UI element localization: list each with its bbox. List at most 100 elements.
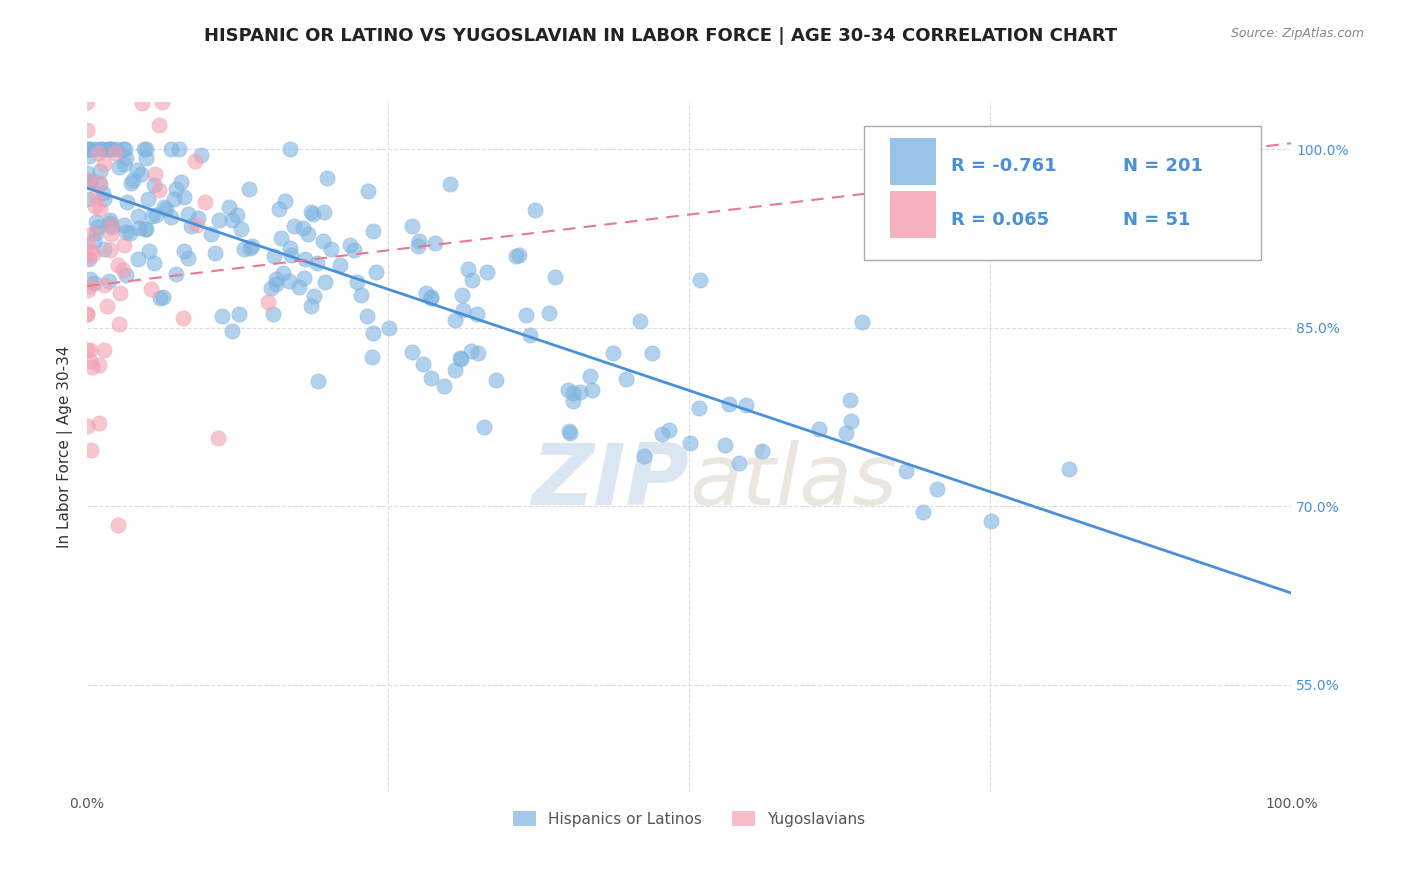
Point — [142, 178, 165, 193]
Point — [165, 267, 187, 281]
Point — [508, 248, 530, 262]
Point — [98, 212, 121, 227]
Point — [76, 123, 98, 137]
Text: ZIP: ZIP — [531, 440, 689, 523]
Point — [89, 358, 111, 372]
Point — [401, 219, 423, 234]
Point — [304, 289, 326, 303]
Point — [658, 423, 681, 437]
Point — [558, 425, 581, 440]
Point — [925, 482, 948, 496]
Point — [79, 278, 101, 293]
Point — [328, 259, 350, 273]
Point — [190, 148, 212, 162]
Point — [87, 146, 110, 161]
Point — [96, 299, 118, 313]
Point — [125, 163, 148, 178]
Point — [207, 431, 229, 445]
Point — [80, 142, 103, 156]
Point — [98, 218, 121, 232]
Text: N = 201: N = 201 — [1123, 157, 1202, 176]
Point — [149, 291, 172, 305]
Point — [129, 167, 152, 181]
Point — [170, 175, 193, 189]
Point — [93, 157, 115, 171]
Point — [138, 244, 160, 259]
Point — [160, 142, 183, 156]
Point — [679, 435, 702, 450]
Point — [84, 215, 107, 229]
Point — [544, 270, 567, 285]
Point — [735, 398, 758, 412]
Point — [93, 242, 115, 256]
Point — [122, 173, 145, 187]
Point — [839, 414, 862, 428]
Point — [86, 189, 108, 203]
Point — [82, 247, 104, 261]
Point — [115, 151, 138, 165]
Point — [602, 346, 624, 360]
Point — [187, 211, 209, 225]
Point — [412, 358, 434, 372]
Point — [633, 449, 655, 463]
Point — [474, 419, 496, 434]
Point — [76, 166, 98, 180]
Point — [108, 317, 131, 331]
Point — [451, 288, 474, 302]
Point — [76, 307, 98, 321]
Point — [221, 212, 243, 227]
Point — [449, 351, 471, 366]
Text: atlas: atlas — [689, 440, 897, 523]
Point — [76, 95, 98, 109]
Point — [356, 310, 378, 324]
Point — [364, 265, 387, 279]
Point — [485, 373, 508, 387]
Point — [79, 343, 101, 357]
Point — [132, 142, 155, 156]
Point — [562, 393, 585, 408]
Point — [269, 202, 291, 216]
Point — [173, 244, 195, 259]
Point — [218, 200, 240, 214]
Point — [76, 193, 98, 207]
Point — [184, 153, 207, 168]
Point — [467, 346, 489, 360]
Point — [505, 249, 527, 263]
Point — [278, 142, 301, 156]
Point — [100, 142, 122, 156]
Point — [361, 224, 384, 238]
Point — [176, 251, 198, 265]
Point — [271, 266, 294, 280]
Point — [221, 324, 243, 338]
Point — [98, 243, 121, 257]
Point — [457, 262, 479, 277]
Point — [316, 171, 339, 186]
Point — [87, 176, 110, 190]
Point — [114, 142, 136, 156]
Point — [152, 290, 174, 304]
Point — [79, 252, 101, 266]
Point — [264, 271, 287, 285]
Point — [76, 343, 98, 358]
Point — [83, 234, 105, 248]
Point — [135, 222, 157, 236]
Point — [83, 199, 105, 213]
Point — [807, 422, 830, 436]
Point — [77, 149, 100, 163]
Point — [145, 209, 167, 223]
Text: HISPANIC OR LATINO VS YUGOSLAVIAN IN LABOR FORCE | AGE 30-34 CORRELATION CHART: HISPANIC OR LATINO VS YUGOSLAVIAN IN LAB… — [204, 27, 1118, 45]
Point — [713, 437, 735, 451]
Point — [76, 238, 98, 252]
Point — [444, 363, 467, 377]
Point — [114, 226, 136, 240]
Point — [136, 192, 159, 206]
Point — [294, 252, 316, 266]
Point — [557, 383, 579, 397]
Point — [131, 95, 153, 110]
Point — [98, 142, 121, 156]
Point — [311, 235, 333, 249]
Point — [838, 392, 860, 407]
Point — [751, 444, 773, 458]
Point — [100, 219, 122, 233]
Point — [515, 308, 537, 322]
